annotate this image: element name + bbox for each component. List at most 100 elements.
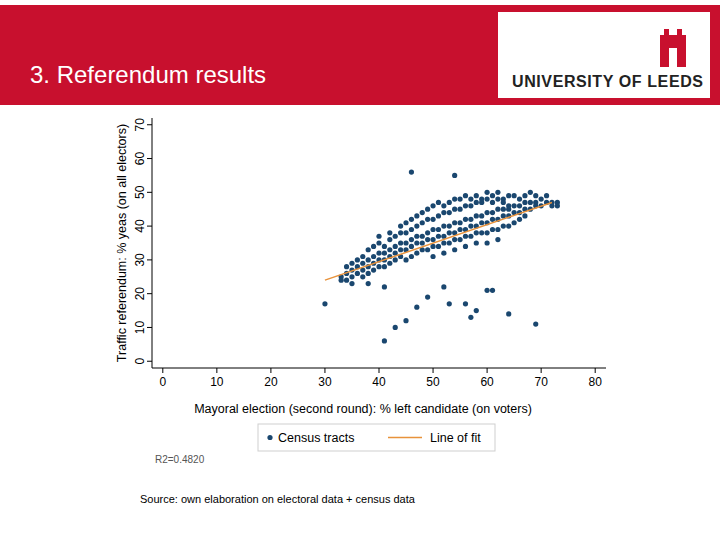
scatter-point xyxy=(349,281,354,286)
scatter-point xyxy=(403,318,408,323)
scatter-point xyxy=(533,193,538,198)
scatter-point xyxy=(463,203,468,208)
x-tick-label: 10 xyxy=(210,375,224,389)
scatter-point xyxy=(409,244,414,249)
scatter-point xyxy=(479,230,484,235)
scatter-point xyxy=(344,264,349,269)
x-tick-label: 60 xyxy=(480,375,494,389)
scatter-point xyxy=(398,240,403,245)
scatter-point xyxy=(474,308,479,313)
scatter-point xyxy=(506,311,511,316)
y-axis-label: Traffic referendum: % yeas (on all elect… xyxy=(115,124,129,362)
source-note: Source: own elaboration on electoral dat… xyxy=(140,493,416,505)
scatter-point xyxy=(393,234,398,239)
scatter-point xyxy=(463,193,468,198)
scatter-point xyxy=(420,220,425,225)
scatter-point xyxy=(441,284,446,289)
scatter-point xyxy=(522,200,527,205)
x-tick-label: 30 xyxy=(318,375,332,389)
scatter-point xyxy=(393,325,398,330)
scatter-point xyxy=(360,254,365,259)
scatter-point xyxy=(382,338,387,343)
scatter-point xyxy=(403,257,408,262)
y-tick xyxy=(147,158,152,159)
scatter-point xyxy=(447,230,452,235)
y-tick xyxy=(147,259,152,260)
scatter-point xyxy=(484,196,489,201)
scatter-point xyxy=(376,264,381,269)
scatter-point xyxy=(371,267,376,272)
plot-area xyxy=(322,169,560,343)
scatter-point xyxy=(387,230,392,235)
scatter-point xyxy=(555,200,560,205)
y-axis-line xyxy=(152,118,153,368)
scatter-point xyxy=(484,240,489,245)
scatter-point xyxy=(425,237,430,242)
scatter-point xyxy=(522,193,527,198)
scatter-point xyxy=(479,196,484,201)
scatter-point xyxy=(479,213,484,218)
scatter-point xyxy=(393,257,398,262)
scatter-point xyxy=(512,220,517,225)
scatter-point xyxy=(484,230,489,235)
y-tick xyxy=(147,361,152,362)
x-tick xyxy=(379,368,380,373)
scatter-point xyxy=(430,203,435,208)
y-tick-label: 40 xyxy=(133,219,147,233)
scatter-point xyxy=(474,200,479,205)
slide: 3. Referendum resultsUNIVERSITY OF LEEDS… xyxy=(0,0,720,540)
scatter-point xyxy=(447,301,452,306)
scatter-point xyxy=(371,244,376,249)
x-tick xyxy=(216,368,217,373)
scatter-point xyxy=(468,224,473,229)
x-tick xyxy=(487,368,488,373)
scatter-point xyxy=(474,230,479,235)
crest-door xyxy=(669,48,677,67)
y-tick-label: 50 xyxy=(133,185,147,199)
scatter-point xyxy=(409,254,414,259)
scatter-point xyxy=(468,315,473,320)
scatter-point xyxy=(479,220,484,225)
scatter-point xyxy=(522,213,527,218)
scatter-point xyxy=(452,207,457,212)
scatter-point xyxy=(430,227,435,232)
scatter-point xyxy=(398,247,403,252)
scatter-point xyxy=(463,244,468,249)
scatter-point xyxy=(376,240,381,245)
legend-swatch xyxy=(388,437,422,439)
x-tick-label: 0 xyxy=(159,375,166,389)
scatter-point xyxy=(430,237,435,242)
scatter-point xyxy=(441,203,446,208)
x-tick-label: 70 xyxy=(534,375,548,389)
scatter-point xyxy=(533,321,538,326)
annotation: R2=0.4820 xyxy=(155,454,205,465)
y-tick-label: 30 xyxy=(133,253,147,267)
y-tick xyxy=(147,192,152,193)
scatter-point xyxy=(355,271,360,276)
scatter-point xyxy=(425,207,430,212)
x-axis-label: Mayoral election (second round): % left … xyxy=(194,402,532,416)
legend-label: Census tracts xyxy=(278,431,354,445)
scatter-point xyxy=(452,237,457,242)
scatter-point xyxy=(517,203,522,208)
scatter-point xyxy=(425,230,430,235)
scatter-point xyxy=(441,224,446,229)
scatter-point xyxy=(425,247,430,252)
scatter-point xyxy=(484,210,489,215)
scatter-point xyxy=(430,217,435,222)
scatter-point xyxy=(441,210,446,215)
scatter-point xyxy=(495,227,500,232)
scatter-point xyxy=(366,271,371,276)
scatter-point xyxy=(355,257,360,262)
scatter-point xyxy=(457,196,462,201)
scatter-point xyxy=(490,210,495,215)
y-tick-label: 0 xyxy=(133,358,147,365)
scatter-point xyxy=(387,237,392,242)
scatter-point xyxy=(403,220,408,225)
scatter-point xyxy=(501,200,506,205)
scatter-point xyxy=(382,264,387,269)
scatter-point xyxy=(452,196,457,201)
logo-text: UNIVERSITY OF LEEDS xyxy=(512,73,704,90)
legend: Census tractsLine of fit xyxy=(258,424,495,451)
scatter-point xyxy=(512,193,517,198)
